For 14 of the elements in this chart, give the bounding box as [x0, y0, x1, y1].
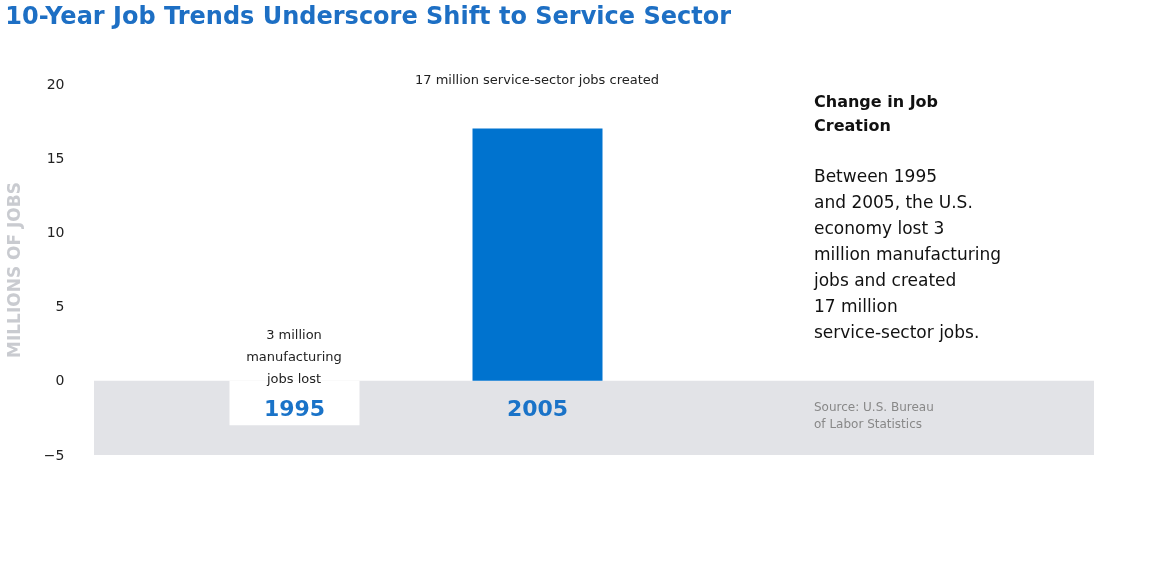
annotation: 17 million service-sector jobs created [414, 72, 660, 87]
chart-title: 10-Year Job Trends Underscore Shift to Service Sector [5, 2, 732, 30]
y-tick-label: −5 [43, 446, 65, 463]
text: Between 1995 and 2005, the U.S. economy lost 3 million manufacturing jobs and created 17 million service-sector jobs. [813, 166, 1002, 342]
text: Change in Job Creation [814, 92, 939, 135]
annotation: 3 million manufacturing jobs lost [246, 327, 342, 386]
y-tick-label: 15 [46, 149, 65, 166]
x-tick-label: 1995 [263, 395, 326, 421]
source-note: Source: U.S. Bureau of Labor Statistics [814, 400, 934, 431]
y-tick-label: 5 [55, 298, 65, 315]
y-tick-label: 20 [46, 75, 65, 92]
x-tick-label: 2005 [506, 395, 569, 421]
y-tick-label: 10 [46, 223, 65, 240]
y-tick-label: 0 [55, 372, 65, 389]
